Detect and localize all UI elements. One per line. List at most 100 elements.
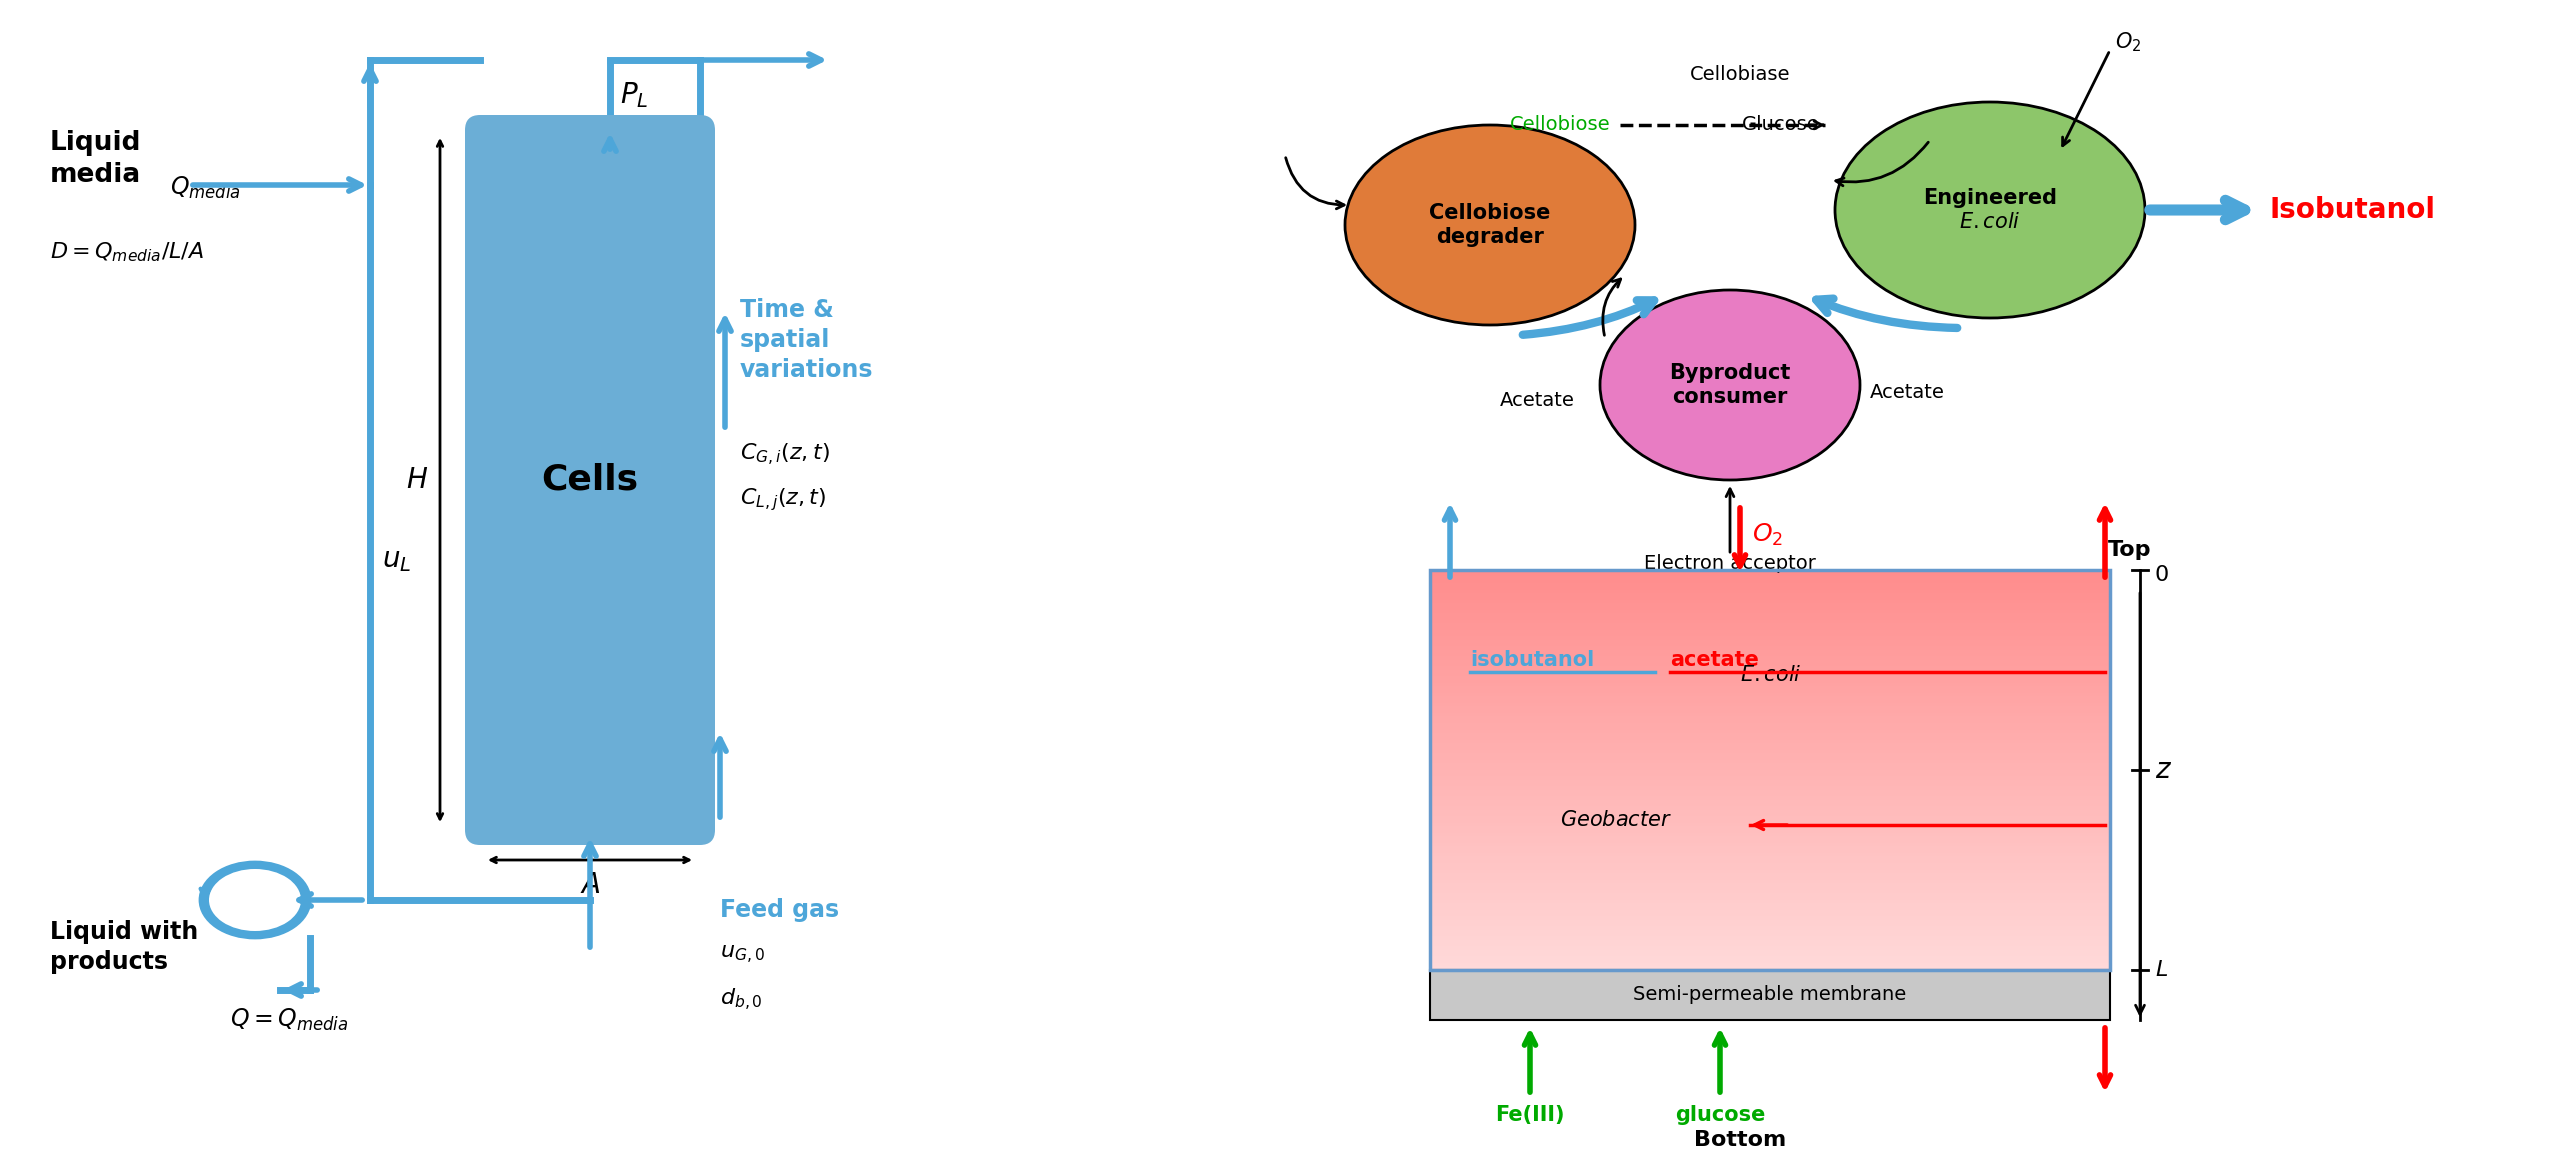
Text: Acetate: Acetate: [1869, 384, 1946, 402]
Bar: [1431, 860, 2109, 865]
Bar: [1431, 849, 2109, 854]
Bar: [1431, 943, 2109, 948]
Bar: [1431, 826, 2109, 830]
Bar: [1431, 762, 2109, 767]
Bar: [1431, 719, 2109, 725]
Text: $d_{b,0}$: $d_{b,0}$: [719, 986, 763, 1013]
Bar: [1431, 920, 2109, 924]
Bar: [1431, 853, 2109, 857]
Text: Cellobiose
degrader: Cellobiose degrader: [1428, 203, 1551, 246]
Text: $A$: $A$: [579, 872, 599, 899]
Text: $C_{L,j}(z,t)$: $C_{L,j}(z,t)$: [740, 487, 827, 514]
Bar: [1431, 606, 2109, 611]
FancyBboxPatch shape: [466, 115, 714, 845]
Bar: [1431, 896, 2109, 901]
Bar: [1431, 757, 2109, 761]
Bar: [1431, 650, 2109, 655]
Bar: [1431, 686, 2109, 691]
Bar: [1431, 599, 2109, 604]
Bar: [1431, 583, 2109, 588]
Bar: [1431, 876, 2109, 881]
Bar: [1431, 963, 2109, 968]
Ellipse shape: [1344, 126, 1636, 325]
Bar: [1431, 869, 2109, 874]
Bar: [1431, 940, 2109, 944]
Text: Engineered
$E. coli$: Engineered $E. coli$: [1923, 189, 2058, 231]
Bar: [1431, 880, 2109, 884]
Text: $D=Q_{media}/L/A$: $D=Q_{media}/L/A$: [51, 240, 205, 264]
Bar: [1431, 970, 2109, 1021]
Bar: [1431, 679, 2109, 684]
Bar: [1431, 856, 2109, 861]
Bar: [1431, 866, 2109, 872]
Bar: [1431, 846, 2109, 850]
Bar: [1431, 676, 2109, 682]
Text: $u_{G,0}$: $u_{G,0}$: [719, 944, 765, 967]
Bar: [1431, 590, 2109, 595]
Bar: [1431, 909, 2109, 914]
Bar: [1431, 813, 2109, 818]
Bar: [1431, 753, 2109, 758]
Text: $O_2$: $O_2$: [1751, 522, 1784, 548]
Bar: [1431, 596, 2109, 601]
Bar: [1431, 616, 2109, 621]
Bar: [1431, 889, 2109, 894]
Bar: [1431, 816, 2109, 821]
Bar: [1431, 949, 2109, 955]
Bar: [1431, 699, 2109, 704]
Text: Time &
spatial
variations: Time & spatial variations: [740, 298, 873, 381]
Bar: [1431, 630, 2109, 635]
Text: glucose: glucose: [1674, 1105, 1766, 1125]
Text: $Geobacter$: $Geobacter$: [1559, 811, 1672, 830]
Bar: [1431, 809, 2109, 814]
Bar: [1431, 796, 2109, 801]
Bar: [1431, 769, 2109, 774]
Bar: [1431, 746, 2109, 751]
Text: Top: Top: [2109, 540, 2153, 560]
Bar: [1431, 626, 2109, 631]
Bar: [1431, 696, 2109, 701]
Bar: [1431, 656, 2109, 662]
Bar: [1431, 683, 2109, 687]
Ellipse shape: [200, 862, 310, 938]
Bar: [1431, 952, 2109, 957]
Bar: [1431, 836, 2109, 841]
Bar: [1431, 623, 2109, 628]
Text: $E. coli$: $E. coli$: [1741, 665, 1802, 685]
Text: Cells: Cells: [540, 463, 637, 497]
Bar: [1431, 822, 2109, 828]
Text: Liquid with
products: Liquid with products: [51, 920, 197, 974]
Text: $Q = Q_{media}$: $Q = Q_{media}$: [230, 1006, 348, 1033]
Bar: [1431, 632, 2109, 638]
Bar: [1431, 789, 2109, 794]
Text: Cellobiase: Cellobiase: [1690, 66, 1789, 84]
Bar: [1431, 907, 2109, 911]
Bar: [1431, 886, 2109, 891]
Bar: [1431, 947, 2109, 951]
Bar: [1431, 612, 2109, 618]
Bar: [1431, 592, 2109, 598]
Bar: [1431, 893, 2109, 897]
Text: Glucose: Glucose: [1741, 115, 1820, 135]
Bar: [1431, 863, 2109, 868]
Bar: [1431, 646, 2109, 651]
Bar: [1431, 766, 2109, 771]
Text: $P_L$: $P_L$: [620, 80, 648, 110]
Ellipse shape: [1836, 102, 2145, 318]
Bar: [1431, 670, 2109, 674]
Text: 0: 0: [2156, 565, 2168, 585]
Text: Fe(III): Fe(III): [1495, 1105, 1564, 1125]
Text: Isobutanol: Isobutanol: [2271, 196, 2437, 224]
Bar: [1431, 829, 2109, 834]
Bar: [1431, 703, 2109, 707]
Bar: [1431, 570, 2109, 970]
Bar: [1431, 713, 2109, 718]
Bar: [1431, 737, 2109, 741]
Bar: [1431, 802, 2109, 808]
Bar: [1431, 923, 2109, 928]
Text: $L$: $L$: [2156, 960, 2168, 979]
Bar: [1431, 643, 2109, 647]
Bar: [1431, 579, 2109, 584]
Bar: [1431, 690, 2109, 694]
Bar: [1431, 663, 2109, 667]
